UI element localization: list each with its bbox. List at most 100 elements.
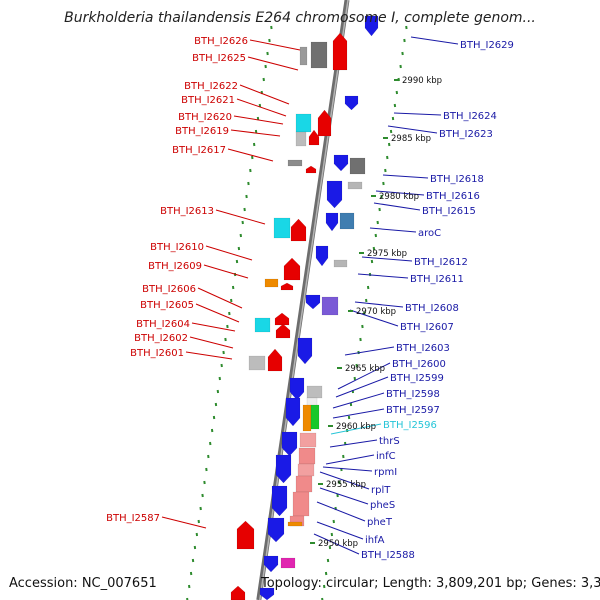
right-label-leader xyxy=(319,487,369,505)
gene-label-left: BTH_I2620 xyxy=(178,112,232,123)
right-label-leader xyxy=(357,273,409,279)
left-label-leader xyxy=(203,264,249,279)
kbp-marker-label: 2955 kbp xyxy=(326,480,366,490)
kbp-marker-label: 2970 kbp xyxy=(356,307,396,317)
gene-label-right: aroC xyxy=(418,228,441,239)
accession-text: Accession: NC_007651 xyxy=(9,576,157,591)
gene-forward-arrow xyxy=(290,218,307,242)
gene-label-right: rplT xyxy=(371,485,391,496)
gene-reverse-arrow xyxy=(305,294,321,310)
gene-grey-box xyxy=(306,385,323,399)
gene-label-right: BTH_I2615 xyxy=(422,206,476,217)
gene-pink-box xyxy=(292,491,310,517)
gene-forward-arrow xyxy=(275,323,291,339)
right-label-leader xyxy=(316,501,366,522)
gene-cyan-box xyxy=(273,217,291,239)
gene-forward-arrow xyxy=(274,312,290,326)
gene-label-right: thrS xyxy=(379,436,400,447)
map-title: Burkholderia thailandensis E264 chromoso… xyxy=(64,10,536,26)
gene-grey-box xyxy=(295,131,307,147)
left-label-leader xyxy=(197,287,243,309)
right-label-leader xyxy=(393,112,442,116)
gene-reverse-arrow xyxy=(344,95,359,111)
right-label-leader xyxy=(319,471,370,490)
gene-label-right: BTH_I2608 xyxy=(405,303,459,314)
gene-label-right: pheT xyxy=(367,517,393,528)
left-label-leader xyxy=(239,84,290,105)
gene-forward-arrow xyxy=(283,257,301,281)
gene-label-right: BTH_I2612 xyxy=(414,257,468,268)
gene-reverse-arrow xyxy=(325,212,339,232)
gene-reverse-arrow xyxy=(297,337,313,365)
left-label-leader xyxy=(227,148,274,162)
gene-reverse-arrow xyxy=(259,587,275,600)
gene-label-right: BTH_I2607 xyxy=(400,322,454,333)
label-leader-lines xyxy=(161,36,459,555)
gene-label-right: rpmI xyxy=(374,467,397,478)
right-label-leader xyxy=(361,256,413,262)
left-label-leader xyxy=(191,322,236,332)
gene-cyan-box xyxy=(295,113,312,133)
gene-reverse-arrow xyxy=(275,454,292,484)
gene-orange-box xyxy=(287,521,303,527)
right-label-leader xyxy=(410,36,459,45)
right-label-leader xyxy=(316,521,364,540)
gene-reverse-arrow xyxy=(333,154,349,172)
kbp-marker-label: 2985 kbp xyxy=(391,134,431,144)
gene-green-box xyxy=(310,404,320,430)
gene-grey-box xyxy=(347,181,363,190)
gene-label-right: BTH_I2599 xyxy=(390,373,444,384)
gene-forward-arrow xyxy=(305,165,317,174)
gene-reverse-arrow xyxy=(315,245,329,267)
kbp-markers: 2990 kbp 2985 kbp 2980 kbp 2975 kbp 2970 kbp… xyxy=(310,76,442,549)
gene-reverse-arrow xyxy=(326,180,343,209)
gene-label-right: BTH_I2600 xyxy=(392,359,446,370)
right-label-leader xyxy=(337,362,391,390)
left-label-leader xyxy=(236,98,287,117)
gene-label-left: BTH_I2621 xyxy=(181,95,235,106)
gene-label-right: ihfA xyxy=(365,535,385,546)
right-label-leader xyxy=(330,423,382,435)
right-label-leader xyxy=(373,202,421,211)
gene-reverse-arrow xyxy=(271,485,288,517)
right-label-leader xyxy=(329,439,378,448)
right-label-leader xyxy=(335,376,389,398)
left-label-leader xyxy=(195,303,240,323)
kbp-marker-label: 2960 kbp xyxy=(336,422,376,432)
right-label-leader xyxy=(332,392,385,409)
gene-label-left: BTH_I2610 xyxy=(150,242,204,253)
left-label-leader xyxy=(185,351,233,360)
gene-label-left: BTH_I2626 xyxy=(194,36,248,47)
gene-label-right: BTH_I2629 xyxy=(460,40,514,51)
kbp-marker-label: 2975 kbp xyxy=(367,249,407,259)
gene-labels: BTH_I2626 BTH_I2625 BTH_I2622 BTH_I2621 BTH_… xyxy=(106,36,514,561)
gene-purple-box xyxy=(321,296,339,316)
left-label-leader xyxy=(189,336,234,349)
left-label-leader xyxy=(161,516,207,529)
left-label-leader xyxy=(205,245,253,261)
gene-forward-arrow xyxy=(317,109,332,137)
gene-label-right: BTH_I2598 xyxy=(386,389,440,400)
right-label-leader xyxy=(313,533,360,555)
gene-reverse-arrow xyxy=(364,15,379,37)
kbp-marker-label: 2950 kbp xyxy=(318,539,358,549)
gene-grey-box xyxy=(310,41,328,69)
gene-features xyxy=(230,15,379,600)
gene-label-right: BTH_I2597 xyxy=(386,405,440,416)
kbp-marker-label: 2980 kbp xyxy=(379,192,419,202)
gene-label-left: BTH_I2625 xyxy=(192,53,246,64)
gene-label-right: BTH_I2616 xyxy=(426,191,480,202)
gene-steelblue-box xyxy=(339,212,355,230)
left-label-leader xyxy=(247,56,299,71)
gene-orange-box xyxy=(264,278,279,288)
gene-magenta-box xyxy=(280,557,296,569)
gene-reverse-arrow xyxy=(267,517,285,543)
gene-label-left: BTH_I2606 xyxy=(142,284,196,295)
left-label-leader xyxy=(233,115,284,125)
gene-forward-arrow xyxy=(308,129,320,146)
gene-label-left: BTH_I2609 xyxy=(148,261,202,272)
gene-label-left: BTH_I2602 xyxy=(134,333,188,344)
gene-reverse-arrow xyxy=(289,377,305,401)
gene-grey-box xyxy=(299,46,308,66)
